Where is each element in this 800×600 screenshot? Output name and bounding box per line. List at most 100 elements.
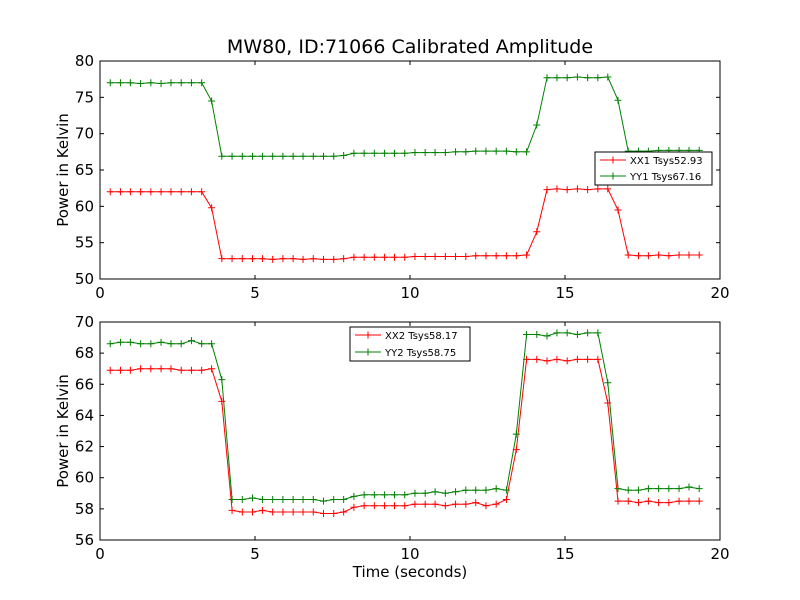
bottom-data-point (573, 355, 581, 363)
bottom-chart-ylabel: Power in Kelvin (54, 374, 72, 488)
top-data-point (441, 149, 449, 157)
bottom-data-point (391, 502, 398, 510)
bottom-data-point (431, 488, 439, 496)
bottom-data-point (126, 338, 134, 346)
top-data-point (634, 252, 642, 260)
top-data-point (106, 188, 114, 196)
bottom-data-point (350, 492, 358, 500)
top-data-point (523, 251, 531, 259)
bottom-data-point (330, 496, 338, 504)
top-data-point (391, 149, 398, 157)
bottom-data-point (604, 379, 612, 387)
top-data-point (604, 73, 612, 81)
bottom-data-point (543, 332, 551, 340)
bottom-data-point (421, 489, 429, 497)
top-data-point (411, 149, 419, 157)
bottom-ytick-label: 68 (75, 344, 94, 362)
top-data-point (452, 252, 460, 260)
top-ytick-label: 70 (75, 125, 94, 143)
top-data-point (198, 79, 206, 87)
bottom-data-point (411, 489, 419, 497)
top-data-point (512, 148, 520, 156)
bottom-data-point (279, 508, 287, 516)
bottom-data-point (238, 508, 246, 516)
bottom-data-point (370, 502, 378, 510)
bottom-chart-ticks: 0 5 10 15 20 56 58 60 62 64 66 68 70 (75, 313, 730, 563)
bottom-data-point (634, 499, 642, 507)
top-data-point (269, 255, 277, 263)
bottom-data-point (177, 340, 185, 348)
bottom-data-point (472, 486, 480, 494)
bottom-data-point (401, 502, 409, 510)
bottom-data-point (695, 497, 703, 505)
bottom-data-point (553, 329, 561, 337)
bottom-data-point (675, 485, 683, 493)
top-chart-ylabel: Power in Kelvin (54, 113, 72, 227)
top-data-point (482, 252, 490, 260)
bottom-data-point (137, 365, 145, 373)
top-data-point (502, 252, 510, 260)
top-data-point (147, 79, 155, 87)
top-data-point (665, 252, 673, 260)
top-data-point (492, 252, 500, 260)
bottom-data-point (533, 355, 541, 363)
bottom-ytick-label: 58 (75, 500, 94, 518)
bottom-data-point (492, 485, 500, 493)
top-ytick-label: 60 (75, 197, 94, 215)
top-data-point (452, 148, 460, 156)
top-series-line-0 (110, 188, 700, 260)
top-data-point (563, 74, 571, 82)
top-data-point (330, 255, 338, 263)
top-xtick-label: 0 (95, 284, 105, 302)
bottom-data-point (147, 340, 155, 348)
top-data-point (360, 253, 368, 261)
bottom-data-point (584, 329, 592, 337)
bottom-data-point (634, 486, 642, 494)
top-data-point (381, 253, 389, 261)
bottom-data-point (299, 496, 307, 504)
top-data-point (340, 255, 348, 263)
bottom-data-point (644, 485, 652, 493)
top-data-point (126, 188, 134, 196)
top-data-point (157, 80, 165, 88)
bottom-data-point (441, 489, 449, 497)
bottom-data-point (320, 510, 328, 518)
bottom-chart-series (106, 329, 703, 518)
top-data-point (533, 121, 541, 129)
top-data-point (614, 96, 622, 104)
bottom-data-point (381, 502, 389, 510)
bottom-data-point (462, 486, 470, 494)
top-data-point (502, 147, 510, 155)
top-data-point (584, 186, 592, 194)
legend-frame (594, 151, 713, 186)
top-data-point (208, 97, 216, 105)
bottom-data-point (360, 502, 368, 510)
bottom-data-point (147, 365, 155, 373)
bottom-ytick-label: 62 (75, 438, 94, 456)
top-data-point (370, 253, 378, 261)
bottom-data-point (340, 496, 348, 504)
bottom-data-point (320, 497, 328, 505)
bottom-data-point (238, 496, 246, 504)
top-data-point (441, 252, 449, 260)
top-data-point (553, 185, 561, 193)
bottom-ytick-label: 70 (75, 313, 94, 331)
bottom-data-point (360, 491, 368, 499)
bottom-data-point (462, 500, 470, 508)
top-data-point (147, 188, 155, 196)
bottom-data-point (421, 500, 429, 508)
top-data-point (350, 253, 358, 261)
top-data-point (269, 152, 277, 160)
bottom-data-point (381, 491, 389, 499)
top-data-point (482, 147, 490, 155)
top-xtick-label: 20 (710, 284, 729, 302)
top-xtick-label: 10 (400, 284, 419, 302)
bottom-data-point (665, 485, 673, 493)
top-data-point (512, 252, 520, 260)
bottom-data-point (198, 340, 206, 348)
top-data-point (462, 252, 470, 260)
legend-label-yy1: YY1 Tsys67.16 (629, 172, 701, 183)
top-data-point (299, 152, 307, 160)
top-data-point (594, 185, 602, 193)
